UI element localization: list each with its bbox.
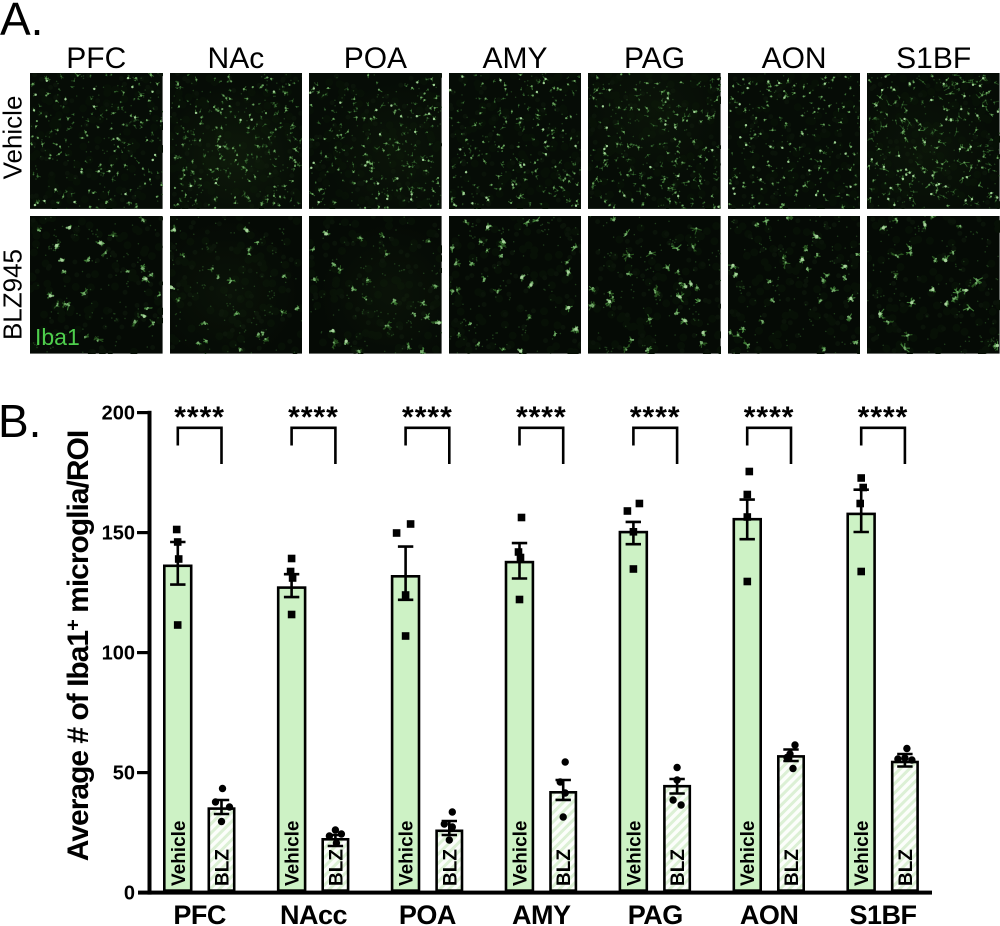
svg-text:****: **** (858, 401, 909, 434)
svg-text:BLZ: BLZ (440, 849, 461, 886)
svg-text:200: 200 (102, 403, 135, 425)
svg-text:0: 0 (124, 883, 135, 905)
svg-text:BLZ: BLZ (326, 849, 347, 886)
svg-text:PFC: PFC (173, 900, 226, 926)
svg-text:Vehicle: Vehicle (852, 821, 873, 887)
svg-text:150: 150 (102, 523, 135, 545)
svg-text:Vehicle: Vehicle (283, 821, 304, 887)
svg-text:BLZ: BLZ (896, 849, 917, 886)
svg-text:BLZ: BLZ (554, 849, 575, 886)
svg-text:BLZ: BLZ (782, 849, 803, 886)
svg-text:****: **** (174, 401, 225, 434)
svg-text:NAcc: NAcc (280, 900, 348, 926)
svg-text:BLZ: BLZ (668, 849, 689, 886)
svg-text:Vehicle: Vehicle (169, 821, 190, 887)
svg-text:Vehicle: Vehicle (397, 821, 418, 887)
svg-text:POA: POA (399, 900, 456, 926)
svg-text:Vehicle: Vehicle (738, 821, 759, 887)
svg-text:Average # of Iba1+ microglia/R: Average # of Iba1+ microglia/ROI (62, 431, 95, 861)
svg-text:50: 50 (113, 763, 135, 785)
svg-text:****: **** (516, 401, 567, 434)
svg-text:BLZ: BLZ (213, 849, 234, 886)
svg-text:Vehicle: Vehicle (511, 821, 532, 887)
svg-text:100: 100 (102, 643, 135, 665)
svg-text:Vehicle: Vehicle (624, 821, 645, 887)
svg-text:AMY: AMY (512, 900, 571, 926)
svg-text:****: **** (402, 401, 453, 434)
svg-text:****: **** (288, 401, 339, 434)
svg-text:S1BF: S1BF (849, 900, 916, 926)
svg-text:AON: AON (740, 900, 799, 926)
svg-text:****: **** (744, 401, 795, 434)
svg-text:PAG: PAG (628, 900, 683, 926)
svg-text:****: **** (630, 401, 681, 434)
